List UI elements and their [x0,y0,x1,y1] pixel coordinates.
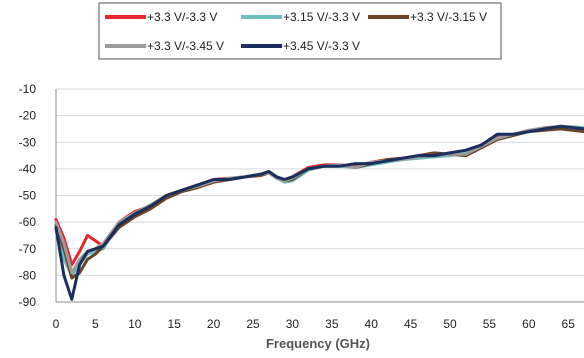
x-tick-label: 55 [483,317,497,331]
x-tick-label: 60 [522,317,536,331]
gridlines [56,88,584,276]
y-tick-label: -70 [19,242,37,256]
y-tick-label: -20 [19,109,37,123]
x-tick-label: 25 [246,317,260,331]
legend-label: +3.3 V/-3.3 V [147,10,217,24]
series-lines [54,124,584,301]
x-tick-label: 40 [365,317,379,331]
x-tick-labels: 0 5 10 15 20 25 30 35 40 45 50 55 60 65 [53,317,576,331]
y-tick-label: -10 [19,82,37,96]
x-tick-label: 0 [53,317,60,331]
y-tick-label: -40 [19,162,37,176]
x-tick-label: 5 [92,317,99,331]
legend-box [98,2,502,60]
axes [55,89,584,303]
x-tick-label: 15 [168,317,182,331]
y-tick-label: -80 [19,268,37,282]
series-line [54,124,584,277]
chart-legend: +3.3 V/-3.3 V +3.15 V/-3.3 V +3.3 V/-3.15 … [98,2,502,60]
y-tick-labels: -10 -20 -30 -40 -50 -60 -70 -80 -90 [19,82,37,309]
series-line [54,127,584,280]
x-tick-label: 50 [443,317,457,331]
legend-label: +3.3 V/-3.45 V [147,39,224,53]
legend-label: +3.45 V/-3.3 V [283,39,360,53]
series-line [54,124,584,275]
x-tick-label: 10 [128,317,142,331]
y-tick-label: -90 [19,295,37,309]
y-tick-label: -50 [19,189,37,203]
series-line [54,126,584,267]
x-tick-label: 30 [286,317,300,331]
series-line [54,124,584,301]
x-axis-label: Frequency (GHz) [266,336,370,351]
legend-label: +3.3 V/-3.15 V [410,10,487,24]
x-tick-label: 65 [562,317,576,331]
y-tick-label: -60 [19,215,37,229]
x-tick-label: 45 [404,317,418,331]
x-tick-label: 35 [325,317,339,331]
y-tick-label: -30 [19,135,37,149]
legend-label: +3.15 V/-3.3 V [283,10,360,24]
x-tick-label: 20 [207,317,221,331]
